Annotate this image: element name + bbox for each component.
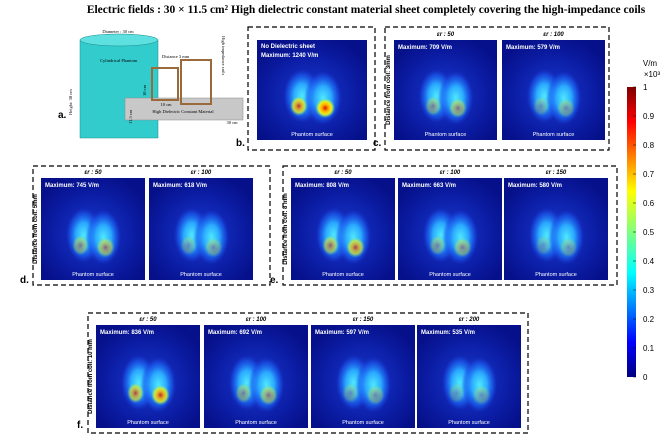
map-maximum: Maximum: 618 V/m [153,183,207,189]
epsilon-label: εr : 100 [543,32,564,38]
panel-label: a. [58,110,67,121]
map-surface: Phantom surface [322,272,364,278]
epsilon-label: εr : 150 [546,170,567,176]
colorbar-scale: ×10³ [644,70,661,79]
hot-spot [180,235,197,255]
hot-spot [449,98,468,118]
hot-spot [453,237,472,257]
colorbar-tick-label: 0.1 [643,344,655,353]
panel-label: f. [77,420,83,431]
panel-label: d. [20,275,29,286]
map-surface: Phantom surface [72,272,114,278]
colorbar-tick-label: 0.4 [643,257,655,266]
side-label: Distance from coil: 3mm [386,55,392,125]
hot-spot [342,383,359,404]
colorbar-tick-label: 0 [643,373,648,382]
map-note: No Dielectric sheet [261,44,315,50]
figure: Electric fields : 30 × 11.5 cm² High die… [0,0,671,436]
map-maximum: Maximum: 1240 V/m [261,53,318,59]
map-surface: Phantom surface [429,272,471,278]
map-surface: Phantom surface [291,132,333,138]
hot-spot [533,96,549,116]
hot-spot [322,235,339,255]
hot-spot [127,383,144,404]
map-maximum: Maximum: 579 V/m [506,45,560,51]
map-surface: Phantom surface [342,420,384,426]
hot-spot [472,385,491,406]
colorbar-tick-label: 0.6 [643,199,655,208]
diagram-label: 10 cm [142,84,147,96]
epsilon-label: εr : 200 [459,317,480,323]
hot-spot [429,235,446,255]
epsilon-label: εr : 50 [84,170,102,176]
hot-spot [315,98,335,118]
colorbar-tick-label: 0.5 [643,228,655,237]
panel-label: c. [373,138,382,149]
epsilon-label: εr : 150 [353,317,374,323]
side-label: Distance from coil: 8 mm [283,193,289,264]
diagram-label: Height: 30 cm [68,89,73,115]
colorbar-tick-label: 0.7 [643,170,655,179]
epsilon-label: εr : 50 [334,170,352,176]
hot-spot [425,96,441,116]
map-maximum: Maximum: 663 V/m [402,183,456,189]
diagram-label: 11.5 cm [128,109,133,124]
map-maximum: Maximum: 580 V/m [508,183,562,189]
side-label: Distance from coil: 5mm [33,194,39,264]
hot-spot [204,237,223,257]
hot-spot [151,385,170,406]
epsilon-label: εr : 50 [139,317,157,323]
diagram-label: Cylindrical Phantom [100,58,138,63]
hot-spot [346,237,365,257]
colorbar-tick-label: 0.3 [643,286,655,295]
map-maximum: Maximum: 745 V/m [45,183,99,189]
map-surface: Phantom surface [448,420,490,426]
epsilon-label: εr : 50 [437,32,455,38]
hot-spot [259,385,278,406]
colorbar-tick-label: 0.2 [643,315,655,324]
figure-title: Electric fields : 30 × 11.5 cm² High die… [87,4,646,16]
hot-spot [290,96,308,116]
diagram-label: 30 cm [226,120,238,125]
map-maximum: Maximum: 709 V/m [398,45,452,51]
panel-label: e. [270,275,279,286]
hot-spot [557,98,576,118]
hot-spot [96,237,115,257]
colorbar-tick-label: 0.8 [643,141,655,150]
epsilon-label: εr : 100 [191,170,212,176]
colorbar-tick-label: 0.9 [643,112,655,121]
diagram-label: High impedance coils [221,36,226,75]
map-surface: Phantom surface [425,132,467,138]
side-label: Distance from coil: 10 mm [88,339,94,414]
map-maximum: Maximum: 535 V/m [421,330,475,336]
hot-spot [448,383,465,404]
hot-spot [72,235,89,255]
diagram [80,34,243,138]
map-maximum: Maximum: 836 V/m [100,330,154,336]
map-maximum: Maximum: 597 V/m [315,330,369,336]
hot-spot [235,383,252,404]
coil [181,60,211,104]
map-surface: Phantom surface [127,420,169,426]
diagram-label: Diameter : 30 cm [102,29,134,34]
hot-spot [559,237,578,257]
map-maximum: Maximum: 692 V/m [208,330,262,336]
panel-label: b. [236,138,245,149]
epsilon-label: εr : 100 [246,317,267,323]
map-surface: Phantom surface [533,132,575,138]
diagram-label: 10 cm [160,102,172,107]
hot-spot [535,235,552,255]
hot-spot [366,385,385,406]
phantom-top [80,34,158,46]
colorbar-tick-label: 1 [643,83,648,92]
map-surface: Phantom surface [235,420,277,426]
map-surface: Phantom surface [180,272,222,278]
map-surface: Phantom surface [535,272,577,278]
epsilon-label: εr : 100 [440,170,461,176]
diagram-label: Distance 3 mm [162,54,190,59]
diagram-label: High Dielectric Constant Material [152,109,214,114]
map-maximum: Maximum: 808 V/m [295,183,349,189]
colorbar-unit: V/m [643,59,658,68]
